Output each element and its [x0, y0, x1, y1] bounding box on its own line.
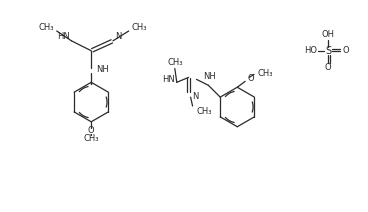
- Text: N: N: [192, 92, 199, 101]
- Text: CH₃: CH₃: [132, 22, 147, 32]
- Text: CH₃: CH₃: [257, 69, 273, 78]
- Text: O: O: [343, 46, 349, 55]
- Text: O: O: [247, 74, 254, 83]
- Text: HO: HO: [304, 46, 317, 55]
- Text: NH: NH: [204, 72, 216, 81]
- Text: NH: NH: [96, 65, 109, 74]
- Text: O: O: [88, 126, 95, 135]
- Text: N: N: [115, 32, 121, 41]
- Text: O: O: [325, 63, 332, 72]
- Text: CH₃: CH₃: [167, 58, 183, 67]
- Text: CH₃: CH₃: [84, 134, 99, 143]
- Text: OH: OH: [322, 31, 335, 39]
- Text: HN: HN: [57, 32, 70, 41]
- Text: CH₃: CH₃: [197, 107, 212, 116]
- Text: S: S: [325, 46, 331, 56]
- Text: CH₃: CH₃: [38, 22, 54, 32]
- Text: HN: HN: [162, 75, 175, 84]
